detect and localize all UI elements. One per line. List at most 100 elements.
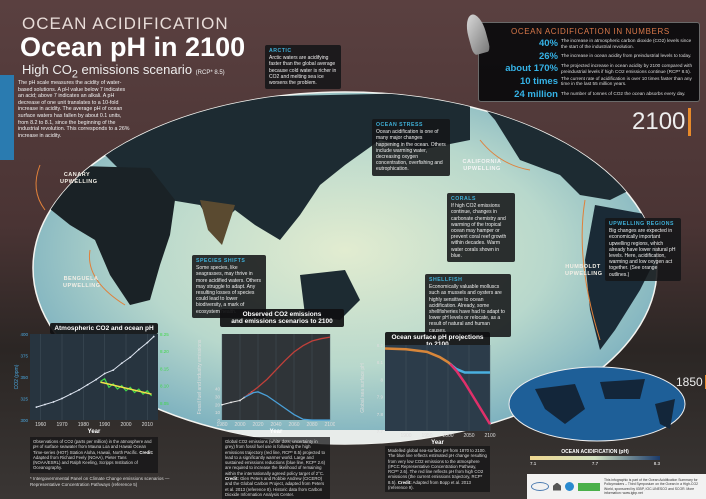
- india-region: [200, 200, 235, 245]
- data-point: [69, 393, 72, 396]
- plot-area: [385, 345, 490, 431]
- unesco-logo-icon: [553, 482, 561, 491]
- data-point: [146, 341, 149, 344]
- california-label: CALIFORNIA UPWELLING: [462, 159, 502, 172]
- number-text: The number of tonnes of CO2 the ocean ab…: [561, 91, 686, 97]
- inset-africa: [535, 384, 585, 424]
- number-row: 40% The increase in atmospheric carbon di…: [485, 38, 693, 49]
- number-text: The current rate of acidification is ove…: [561, 75, 692, 87]
- data-point: [78, 389, 80, 391]
- credit-text: Glen Peters and Robbie Andrew (CICERO) a…: [225, 476, 325, 497]
- series-line-1: [244, 336, 331, 398]
- number-value: about 170%: [505, 63, 558, 75]
- series-line-2: [449, 363, 492, 425]
- number-row: about 170% The projected increase in ocea…: [485, 63, 693, 74]
- y-tick-label: 8: [380, 377, 383, 382]
- ph-legend-bar: [530, 456, 660, 460]
- chart2-caption: Global CO2 emissions (white dots; uncert…: [222, 437, 330, 499]
- number-text: The projected increase in ocean acidity …: [561, 63, 693, 74]
- x-tick-label: 2040: [270, 422, 281, 428]
- number-value: 10 times: [519, 75, 558, 87]
- humboldt-outline: [581, 199, 601, 341]
- x-tick-label: 1980: [216, 422, 227, 428]
- chart1-co2-ph: 1960 1970 1980 1990 2000 2010 300 325 350 375 400 8…: [14, 332, 169, 435]
- caption-text: Global CO2 emissions (white dots; uncert…: [225, 439, 326, 476]
- page-subtitle: High CO2 emissions scenario (RCP* 8.5): [22, 62, 225, 81]
- number-text: The increase in atmospheric carbon dioxi…: [561, 38, 692, 49]
- legend-ticks: 7.1 7.7 8.3: [530, 461, 660, 466]
- number-row: 24 million The number of tonnes of CO2 th…: [485, 89, 693, 100]
- x-tick-label: 2100: [324, 422, 335, 428]
- x-tick-label: 2050: [463, 433, 474, 439]
- y2-tick-label: 8.25: [160, 332, 169, 337]
- x-tick-label: 2020: [252, 422, 263, 428]
- y-tick-label: 40: [215, 387, 221, 392]
- y-axis-label: Global sea surface pH: [360, 363, 366, 413]
- data-point: [239, 399, 241, 402]
- x-tick-label: 2000: [442, 433, 453, 439]
- canary-outline: [35, 164, 46, 211]
- box-title: CORALS: [451, 196, 476, 202]
- subtitle-note: (RCP* 8.5): [195, 70, 225, 76]
- y-axis-label: Fossil fuel and industry emissions: [197, 339, 203, 414]
- scor-logo-icon: [578, 482, 600, 491]
- number-value: 24 million: [514, 88, 558, 100]
- inset-south-america: [655, 399, 675, 429]
- y2-tick-label: 8.10: [160, 384, 169, 389]
- y-tick-label: 7.8: [377, 412, 384, 417]
- plot-area: [30, 334, 158, 420]
- legend-tick: 7.1: [530, 461, 537, 466]
- x-tick-label: 1950: [421, 433, 432, 439]
- page-title: Ocean pH in 2100: [20, 32, 246, 62]
- data-point: [95, 378, 98, 381]
- credit-text: Adapted from Bopp et al. 2013 (reference…: [388, 479, 471, 491]
- y-tick-label: 7.9: [377, 395, 384, 400]
- inset-year-1850: 1850: [676, 375, 706, 389]
- data-point: [86, 383, 89, 386]
- legend-tick: 8.3: [653, 461, 660, 466]
- number-text: The increase in ocean acidity from prein…: [561, 53, 692, 59]
- box-title: UPWELLING REGIONS: [609, 221, 674, 227]
- shellfish-box: SHELLFISH Economically valuable molluscs …: [425, 274, 511, 337]
- y-tick-label: 8.2: [377, 343, 384, 348]
- box-text: Big changes are expected in economically…: [609, 228, 676, 278]
- y-tick-label: 300: [20, 418, 28, 423]
- box-title: OCEAN STRESS: [376, 122, 423, 128]
- igbp-logo-icon: [531, 482, 549, 491]
- y-tick-label: 0: [217, 418, 220, 423]
- corals-box: CORALS If high CO2 emissions continue, ch…: [447, 193, 515, 263]
- data-point: [35, 406, 38, 408]
- ocean-stress-box: OCEAN STRESS Ocean acidification is one o…: [372, 119, 450, 176]
- x-tick-label: 2010: [142, 422, 153, 428]
- africa: [45, 165, 175, 305]
- footer-logos: This infographic is part of the Ocean Ac…: [527, 474, 706, 499]
- numbers-title: OCEAN ACIDIFICATION IN NUMBERS: [511, 27, 670, 36]
- x-tick-label: 1900: [400, 433, 411, 439]
- humboldt-label: HUMBOLDT UPWELLING: [565, 264, 603, 277]
- y-tick-label: 8.1: [377, 360, 384, 365]
- data-point: [103, 372, 106, 375]
- x-tick-label: 1980: [78, 422, 89, 428]
- footnote: * Intergovernmental Panel on Climate Cha…: [30, 476, 170, 487]
- intro-text: The pH scale measures the acidity of wat…: [18, 80, 130, 139]
- caption-text: Modelled global sea-surface pH from 1870…: [388, 448, 487, 485]
- benguela-label: BENGUELA UPWELLING: [63, 276, 101, 289]
- number-row: 26% The increase in ocean acidity from pr…: [485, 51, 693, 62]
- inset-asia: [600, 379, 645, 399]
- chart2-title-line1: Observed CO2 emissions: [242, 311, 322, 318]
- y2-tick-label: 8.05: [160, 401, 169, 406]
- number-row: 10 times The current rate of acidificatio…: [485, 76, 693, 87]
- x-tick-label: 2000: [120, 422, 131, 428]
- credit-label: Credit:: [139, 449, 154, 455]
- data-point: [221, 403, 223, 406]
- y-tick-label: 30: [215, 395, 221, 400]
- legend-title: OCEAN ACIDIFICATION (pH): [561, 449, 629, 455]
- box-title: SPECIES SHIFTS: [196, 258, 246, 264]
- data-point: [120, 362, 123, 365]
- x-tick-label: 1970: [56, 422, 67, 428]
- data-point: [129, 356, 132, 359]
- x-axis-label: Year: [88, 429, 101, 435]
- arctic-box: ARCTIC Arctic waters are acidifying faste…: [265, 45, 341, 90]
- benguela-outline: [88, 249, 126, 306]
- x-tick-label: 1960: [35, 422, 46, 428]
